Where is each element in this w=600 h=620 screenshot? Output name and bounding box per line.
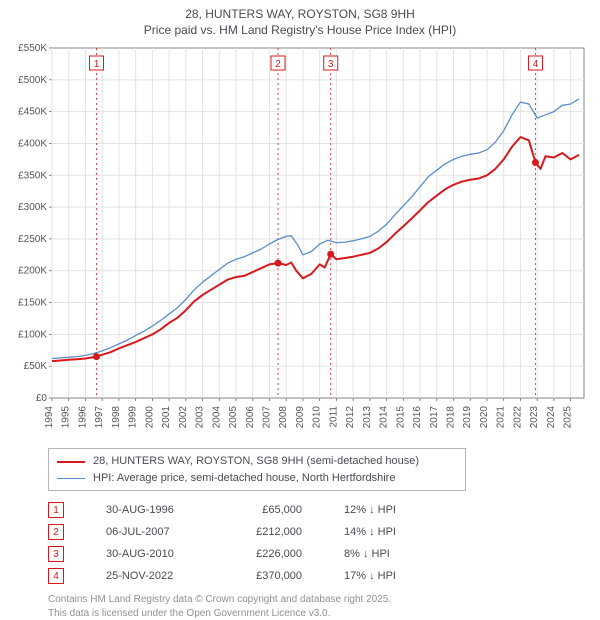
svg-text:2009: 2009 [295, 406, 306, 429]
svg-text:2: 2 [275, 59, 281, 70]
svg-text:1: 1 [94, 59, 100, 70]
svg-text:2020: 2020 [479, 406, 490, 429]
svg-text:£450K: £450K [18, 107, 47, 118]
svg-text:2008: 2008 [278, 406, 289, 429]
svg-text:£200K: £200K [18, 266, 47, 277]
svg-text:2013: 2013 [362, 406, 373, 429]
svg-text:1998: 1998 [111, 406, 122, 429]
sale-price: £370,000 [240, 570, 302, 582]
svg-text:£150K: £150K [18, 298, 47, 309]
sale-marker-2: 2 [48, 524, 64, 540]
sale-price: £226,000 [240, 548, 302, 560]
svg-text:£400K: £400K [18, 139, 47, 150]
footer-line-1: Contains HM Land Registry data © Crown c… [48, 593, 590, 607]
sale-price: £212,000 [240, 526, 302, 538]
svg-text:1997: 1997 [94, 406, 105, 429]
svg-text:1994: 1994 [44, 406, 55, 429]
sale-price: £65,000 [240, 504, 302, 516]
svg-text:2021: 2021 [496, 406, 507, 429]
sale-date: 30-AUG-1996 [106, 504, 198, 516]
svg-text:2016: 2016 [412, 406, 423, 429]
sale-row: 4 25-NOV-2022 £370,000 17% ↓ HPI [48, 565, 590, 587]
svg-text:2014: 2014 [379, 406, 390, 429]
svg-text:1995: 1995 [61, 406, 72, 429]
svg-text:£100K: £100K [18, 330, 47, 341]
sale-diff: 14% ↓ HPI [344, 526, 434, 538]
svg-text:1999: 1999 [128, 406, 139, 429]
legend-swatch-hpi [57, 478, 85, 479]
svg-text:2022: 2022 [512, 406, 523, 429]
legend-label-hpi: HPI: Average price, semi-detached house,… [93, 470, 395, 487]
svg-text:£250K: £250K [18, 234, 47, 245]
attribution-footer: Contains HM Land Registry data © Crown c… [48, 593, 590, 620]
svg-text:2019: 2019 [462, 406, 473, 429]
svg-text:2001: 2001 [161, 406, 172, 429]
sale-diff: 12% ↓ HPI [344, 504, 434, 516]
sale-date: 06-JUL-2007 [106, 526, 198, 538]
legend-item-hpi: HPI: Average price, semi-detached house,… [57, 470, 457, 487]
sale-row: 3 30-AUG-2010 £226,000 8% ↓ HPI [48, 543, 590, 565]
svg-text:2000: 2000 [144, 406, 155, 429]
sale-diff: 17% ↓ HPI [344, 570, 434, 582]
footer-line-2: This data is licensed under the Open Gov… [48, 607, 590, 620]
svg-text:2005: 2005 [228, 406, 239, 429]
svg-text:2015: 2015 [395, 406, 406, 429]
svg-text:2017: 2017 [429, 406, 440, 429]
legend-item-property: 28, HUNTERS WAY, ROYSTON, SG8 9HH (semi-… [57, 453, 457, 470]
svg-text:3: 3 [328, 59, 334, 70]
legend-label-property: 28, HUNTERS WAY, ROYSTON, SG8 9HH (semi-… [93, 453, 419, 470]
sales-table: 1 30-AUG-1996 £65,000 12% ↓ HPI 2 06-JUL-2007… [48, 499, 590, 587]
svg-text:2003: 2003 [195, 406, 206, 429]
sale-marker-1: 1 [48, 502, 64, 518]
svg-text:2018: 2018 [446, 406, 457, 429]
svg-text:2007: 2007 [261, 406, 272, 429]
legend: 28, HUNTERS WAY, ROYSTON, SG8 9HH (semi-… [48, 448, 466, 491]
svg-text:1996: 1996 [77, 406, 88, 429]
price-chart: £0 £50K £100K £150K £200K £250K £300K £350K £400… [10, 42, 590, 442]
svg-text:2010: 2010 [312, 406, 323, 429]
title-line-2: Price paid vs. HM Land Registry's House … [10, 22, 590, 38]
svg-text:2025: 2025 [563, 406, 574, 429]
sale-date: 30-AUG-2010 [106, 548, 198, 560]
sale-row: 1 30-AUG-1996 £65,000 12% ↓ HPI [48, 499, 590, 521]
svg-text:2004: 2004 [211, 406, 222, 429]
svg-text:2023: 2023 [529, 406, 540, 429]
svg-text:£350K: £350K [18, 171, 47, 182]
title-line-1: 28, HUNTERS WAY, ROYSTON, SG8 9HH [10, 6, 590, 22]
svg-text:2006: 2006 [245, 406, 256, 429]
chart-title: 28, HUNTERS WAY, ROYSTON, SG8 9HH Price … [10, 6, 590, 38]
svg-text:£500K: £500K [18, 75, 47, 86]
sale-marker-3: 3 [48, 546, 64, 562]
svg-text:2002: 2002 [178, 406, 189, 429]
svg-text:£550K: £550K [18, 43, 47, 54]
sale-diff: 8% ↓ HPI [344, 548, 434, 560]
legend-swatch-property [57, 461, 85, 463]
sale-row: 2 06-JUL-2007 £212,000 14% ↓ HPI [48, 521, 590, 543]
svg-text:2012: 2012 [345, 406, 356, 429]
sale-marker-4: 4 [48, 568, 64, 584]
svg-text:2024: 2024 [546, 406, 557, 429]
svg-text:£300K: £300K [18, 202, 47, 213]
svg-text:2011: 2011 [328, 406, 339, 428]
sale-date: 25-NOV-2022 [106, 570, 198, 582]
svg-text:4: 4 [533, 59, 539, 70]
svg-text:£0: £0 [36, 393, 48, 404]
svg-text:£50K: £50K [24, 362, 48, 373]
